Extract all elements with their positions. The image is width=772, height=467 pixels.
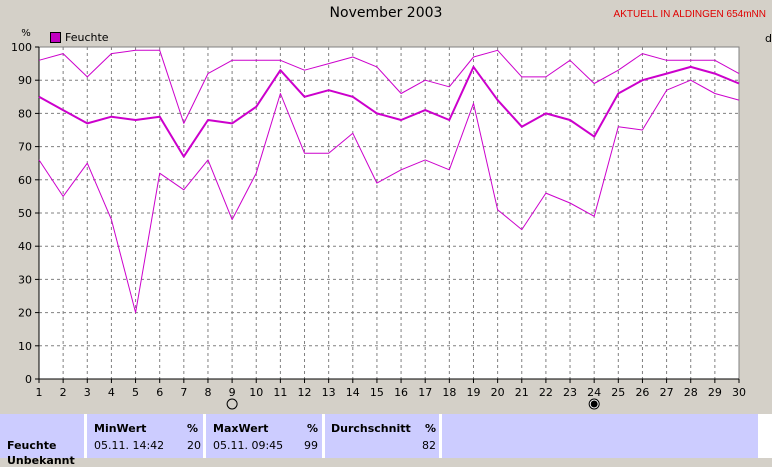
legend: Feuchte — [50, 31, 109, 44]
stats-empty-cell — [442, 414, 758, 458]
avg-unit: % — [425, 422, 437, 435]
max-value: 99 — [304, 439, 318, 452]
min-time: 05.11. 14:42 — [94, 439, 165, 452]
x-tick-label: 19 — [466, 386, 480, 399]
min-header: MinWert — [94, 422, 147, 435]
x-tick-label: 9 — [229, 386, 236, 399]
y-tick-label: 100 — [11, 41, 32, 54]
y-tick-label: 10 — [18, 340, 32, 353]
x-tick-label: 6 — [156, 386, 163, 399]
max-header: MaxWert — [213, 422, 269, 435]
series-line-max — [38, 49, 740, 124]
y-tick-label: 80 — [18, 107, 32, 120]
y-axis-label: % — [21, 28, 31, 39]
y-tick-label: 50 — [18, 207, 32, 220]
stats-row-label: Feuchte — [7, 439, 57, 452]
x-tick-label: 3 — [84, 386, 91, 399]
x-tick-label: 5 — [132, 386, 139, 399]
new-moon-fill — [590, 400, 598, 408]
x-tick-label: 25 — [611, 386, 625, 399]
x-tick-label: 30 — [732, 386, 746, 399]
y-tick-label: 30 — [18, 273, 32, 286]
x-tick-label: 22 — [539, 386, 553, 399]
x-tick-label: 20 — [491, 386, 505, 399]
x-tick-label: 1 — [36, 386, 43, 399]
stats-max-cell: MaxWert % 05.11. 09:45 99 — [206, 414, 322, 458]
min-unit: % — [187, 422, 199, 435]
x-tick-label: 4 — [108, 386, 115, 399]
legend-swatch — [50, 32, 61, 43]
avg-value: 82 — [422, 439, 436, 452]
x-tick-label: 7 — [180, 386, 187, 399]
x-tick-label: 17 — [418, 386, 432, 399]
min-value: 20 — [187, 439, 201, 452]
stats-avg-cell: Durchschnitt % 82 — [325, 414, 439, 458]
x-tick-label: 26 — [635, 386, 649, 399]
x-tick-label: 2 — [60, 386, 67, 399]
series-line-avg — [38, 65, 740, 158]
chart-title: November 2003 — [329, 5, 443, 21]
x-tick-label: 12 — [298, 386, 312, 399]
x-tick-label: 15 — [370, 386, 384, 399]
x-tick-label: 24 — [587, 386, 601, 399]
x-tick-label: 29 — [708, 386, 722, 399]
y-tick-label: 40 — [18, 240, 32, 253]
avg-header: Durchschnitt — [331, 422, 411, 435]
max-unit: % — [307, 422, 319, 435]
y-tick-label: 0 — [25, 373, 32, 386]
x-tick-label: 10 — [249, 386, 263, 399]
y-tick-label: 60 — [18, 174, 32, 187]
full-moon-icon — [226, 398, 238, 410]
x-tick-label: 11 — [273, 386, 287, 399]
stats-panel: Feuchte Unbekannt MinWert % 05.11. 14:42… — [0, 414, 772, 467]
stats-row-label-2: Unbekannt — [7, 454, 75, 467]
y-tick-label: 70 — [18, 141, 32, 154]
legend-label: Feuchte — [65, 31, 109, 44]
series-line-min — [38, 79, 740, 314]
right-axis-label: d — [765, 32, 772, 45]
y-tick-label: 90 — [18, 74, 32, 87]
stats-min-cell: MinWert % 05.11. 14:42 20 — [87, 414, 203, 458]
x-tick-label: 14 — [346, 386, 360, 399]
x-tick-label: 13 — [322, 386, 336, 399]
x-tick-label: 28 — [684, 386, 698, 399]
x-tick-label: 18 — [442, 386, 456, 399]
stats-label-cell: Feuchte Unbekannt — [0, 414, 84, 467]
x-tick-label: 23 — [563, 386, 577, 399]
y-tick-label: 20 — [18, 307, 32, 320]
x-tick-label: 21 — [515, 386, 529, 399]
x-tick-label: 8 — [204, 386, 211, 399]
max-time: 05.11. 09:45 — [213, 439, 284, 452]
x-tick-label: 27 — [660, 386, 674, 399]
status-label: AKTUELL IN ALDINGEN 654mNN — [613, 9, 766, 20]
x-tick-label: 16 — [394, 386, 408, 399]
